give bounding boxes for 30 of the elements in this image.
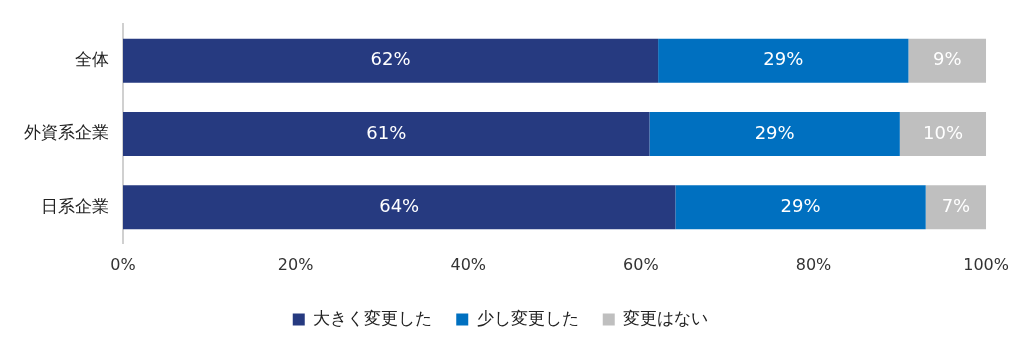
- data-label: 29%: [763, 48, 804, 70]
- bar: [123, 38, 659, 83]
- data-label: 9%: [933, 48, 962, 70]
- x-tick-label: 40%: [450, 254, 487, 274]
- x-tick-label: 60%: [623, 254, 659, 274]
- data-label: 62%: [370, 48, 411, 70]
- bar: [649, 112, 900, 156]
- bar: [899, 112, 987, 156]
- x-tick-label: 100%: [963, 254, 1009, 274]
- bar: [908, 38, 987, 83]
- data-label: 10%: [922, 121, 963, 143]
- data-label: 29%: [780, 194, 821, 216]
- data-label: 61%: [366, 121, 407, 143]
- x-tick-label: 80%: [795, 254, 832, 274]
- y-tick-label: 全体: [75, 49, 109, 70]
- legend-label: 少し変更した: [476, 307, 579, 328]
- bar: [123, 185, 676, 230]
- y-tick-label: 日系企業: [41, 195, 109, 216]
- bar: [925, 185, 987, 230]
- x-tick-label: 0%: [110, 254, 136, 274]
- bar: [658, 38, 909, 83]
- data-label: 7%: [941, 194, 971, 216]
- data-label: 29%: [754, 121, 795, 143]
- bar: [675, 185, 926, 230]
- legend-label: 変更はない: [623, 307, 709, 328]
- y-tick-label: 外資系企業: [24, 122, 109, 143]
- bar: [123, 112, 650, 156]
- legend-label: 大きく変更した: [313, 307, 433, 328]
- data-label: 64%: [379, 194, 420, 216]
- x-tick-label: 20%: [277, 254, 314, 274]
